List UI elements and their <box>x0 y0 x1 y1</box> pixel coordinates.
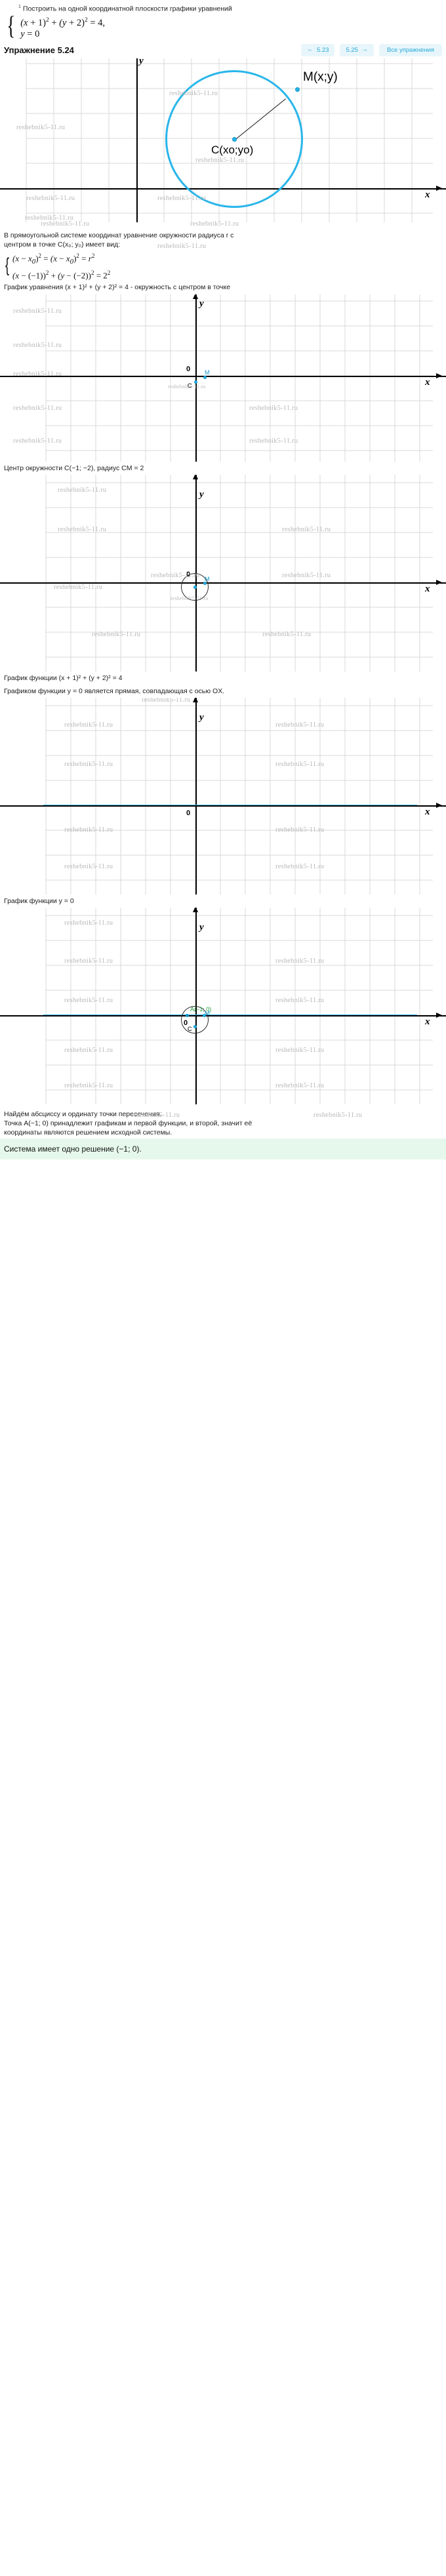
x-axis-label: x <box>425 377 430 388</box>
point-c-marker <box>232 137 237 142</box>
x-axis <box>0 805 446 807</box>
circle-formula-line-2: (x − (−1))2 + (y − (−2))2 = 22 <box>12 270 111 281</box>
point-m-label: M <box>205 576 210 583</box>
equation-1: (x + 1)2 + (y + 2)2 = 4, <box>20 16 106 28</box>
point-m-marker <box>295 87 300 92</box>
origin-label: 0 <box>186 809 191 818</box>
next-exercise-label: 5.25 <box>346 46 358 54</box>
conclusion-block: reshebnik5-11.ru reshebnik5-11.ru Найдём… <box>0 1104 446 1138</box>
problem-statement: 1 Построить на одной координатной плоскос… <box>0 0 446 41</box>
problem-statement-text: Построить на одной координатной плоскост… <box>22 5 232 13</box>
graph-general-circle: x y M(x;y) C(xo;yo) reshebnik5-11.ru res… <box>0 58 446 223</box>
x-axis-arrow-icon <box>436 580 442 586</box>
x-axis-arrow-icon <box>436 1013 442 1018</box>
point-c-label: C <box>188 1026 192 1033</box>
y-axis <box>195 698 197 895</box>
answer-text: Система имеет одно решение (−1; 0). <box>4 1144 142 1154</box>
all-exercises-button[interactable]: Все упражнения <box>378 43 442 56</box>
point-c-label: C(xo;yo) <box>211 144 254 157</box>
grid-lines <box>45 698 433 895</box>
problem-heading: 1 Построить на одной координатной плоскос… <box>4 3 442 14</box>
caption-circle-graph: График функции (x + 1)² + (y + 2)² = 4 <box>0 672 446 685</box>
point-c-marker <box>194 380 197 384</box>
point-a-label: A(−1; 0) <box>190 1006 212 1013</box>
conclusion-line-2: Точка A(−1; 0) принадлежит графикам и пе… <box>4 1119 253 1128</box>
grid-lines <box>45 475 433 672</box>
answer-box: Система имеет одно решение (−1; 0). <box>0 1138 446 1160</box>
explanation-line-2: центром в точке C(x₀; y₀) имеет вид: <box>4 241 121 249</box>
point-c-marker <box>193 1025 197 1029</box>
next-exercise-button[interactable]: 5.25 → <box>340 43 374 56</box>
graph-line-y0: x y 0 reshebnik5-11.ru reshebnik5-11.ru … <box>0 698 446 895</box>
exercise-navbar: Упражнение 5.24 ← 5.23 5.25 → Все упражн… <box>0 41 446 59</box>
caption-circle-center: Центр окружности C(−1; −2), радиус CM = … <box>0 462 446 475</box>
y-axis-label: y <box>199 712 204 723</box>
x-axis <box>0 582 446 584</box>
y-axis-arrow-icon <box>193 294 198 300</box>
prev-exercise-label: 5.23 <box>316 46 329 54</box>
problem-number: 1 <box>18 5 21 9</box>
point-m-label: M <box>205 369 210 376</box>
x-axis <box>0 1015 446 1016</box>
y-axis-arrow-icon <box>193 475 198 480</box>
formula-brace: { <box>5 254 10 277</box>
x-axis-label: x <box>425 807 430 818</box>
x-axis <box>0 376 446 377</box>
x-axis-arrow-icon <box>436 373 442 379</box>
point-m-label: M <box>205 1010 210 1017</box>
point-m-marker <box>203 582 207 586</box>
explanation-line-y0: Графиком функции y = 0 является прямая, … <box>0 685 446 698</box>
y-axis-label: y <box>199 298 204 310</box>
explanation-line-1: В прямоугольной системе координат уравне… <box>4 231 234 240</box>
x-axis-label: x <box>425 1016 430 1028</box>
caption-circle-graph-text: График функции (x + 1)² + (y + 2)² = 4 <box>4 674 123 683</box>
page-title: Упражнение 5.24 <box>4 45 74 55</box>
conclusion-line-1: Найдём абсциссу и ординату точки пересеч… <box>4 1110 162 1119</box>
point-m-label: M(x;y) <box>303 70 338 85</box>
y-axis-label: y <box>199 922 204 933</box>
y-axis-arrow-icon <box>193 908 198 913</box>
x-axis-arrow-icon <box>436 803 442 809</box>
graph-circle-center-plot: x y 0 C M reshebnik5-11.ru reshebnik5-11… <box>0 294 446 462</box>
all-exercises-label: Все упражнения <box>386 46 434 54</box>
point-c-marker <box>193 586 197 590</box>
point-a-marker <box>186 1014 189 1018</box>
point-c-label: C <box>188 382 192 390</box>
circle-shape <box>181 1006 209 1034</box>
conclusion-line-3: координаты являются решением исходной си… <box>4 1129 172 1137</box>
explanation-y0-text: Графиком функции y = 0 является прямая, … <box>4 687 225 696</box>
equation-system: { (x + 1)2 + (y + 2)2 = 4, y = 0 <box>7 10 442 41</box>
y-axis <box>136 58 138 223</box>
graph-combined-solution: x y 0 A(−1; 0) M C reshebnik5-11.ru resh… <box>0 908 446 1105</box>
caption-circle-center-text: Центр окружности C(−1; −2), радиус CM = … <box>4 464 144 473</box>
caption-line-y0-text: График функции y = 0 <box>4 897 74 906</box>
grid-lines <box>45 294 433 462</box>
circle-shape <box>181 573 209 601</box>
arrow-right-icon: → <box>361 46 368 54</box>
x-axis-arrow-icon <box>436 186 442 191</box>
circle-shape <box>165 70 303 209</box>
prev-exercise-button[interactable]: ← 5.23 <box>300 43 335 56</box>
point-m-marker <box>203 376 207 380</box>
point-m-marker <box>203 1014 206 1018</box>
circle-formula-line-1: (x − x0)2 = (x − x0)2 = r2 <box>12 252 95 266</box>
explanation-circle-equation: reshebnik5-11.ru reshebnik5-11.ru В прям… <box>0 220 446 302</box>
x-axis-label: x <box>425 190 430 201</box>
circle-formula-system: { (x − x0)2 = (x − x0)2 = r2 (x − (−1))2… <box>5 243 442 281</box>
y-axis-arrow-icon <box>193 698 198 703</box>
equation-2: y = 0 <box>20 29 40 40</box>
explanation-line-3: График уравнения (x + 1)² + (y + 2)² = 4… <box>4 283 231 291</box>
y-axis <box>195 294 197 462</box>
grid-lines <box>45 908 433 1105</box>
origin-label: 0 <box>186 365 191 374</box>
x-axis-label: x <box>425 584 430 595</box>
graph-circle-drawn: x y 0 M reshebnik5-11.ru reshebnik5-11.r… <box>0 475 446 672</box>
arrow-left-icon: ← <box>306 46 314 54</box>
y-axis-label: y <box>199 489 204 500</box>
solution-page: 1 Построить на одной координатной плоскос… <box>0 0 446 1160</box>
y-axis-label: y <box>139 58 144 67</box>
caption-line-y0: График функции y = 0 <box>0 895 446 908</box>
system-brace: { <box>7 10 16 40</box>
